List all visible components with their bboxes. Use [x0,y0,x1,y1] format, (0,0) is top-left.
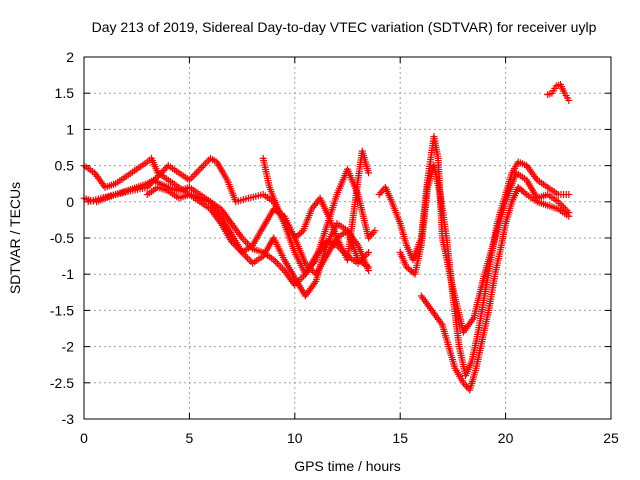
data-point [151,175,159,183]
data-point [298,228,306,236]
y-tick-label: -3 [62,411,75,427]
data-point [143,183,151,191]
data-point [565,191,573,199]
data-point [365,248,373,256]
data-point [242,238,250,246]
data-point [148,178,156,186]
data-point [275,261,283,269]
data-point [196,165,204,173]
data-point [365,169,373,177]
grid [84,57,611,419]
y-tick-label: -1.5 [50,302,74,318]
data-point [271,258,279,266]
y-tick-label: -2.5 [50,375,74,391]
data-point [145,182,153,190]
data-point [277,263,285,271]
series-track-f [375,133,573,336]
x-axis-label: GPS time / hours [294,458,401,474]
y-tick-label: 0.5 [55,158,75,174]
plot-frame [83,56,612,420]
series-track-i [544,81,573,104]
data-point [369,229,377,237]
data-points [80,81,573,394]
data-point [194,167,202,175]
data-point [565,96,573,104]
data-point [243,254,251,262]
data-point [243,239,251,247]
data-point [242,252,250,260]
y-tick-label: -1 [62,266,75,282]
data-point [187,174,195,182]
x-tick-label: 10 [287,430,303,446]
data-point [371,227,379,235]
data-point [158,168,166,176]
data-point [240,236,248,244]
y-tick-label: 1 [66,121,74,137]
x-tick-label: 25 [603,430,619,446]
x-tick-label: 0 [80,430,88,446]
data-point [199,162,207,170]
data-point [201,160,209,168]
data-point [191,171,199,179]
axis-ticks: 0 5 10 15 20 25 -3 -2.5 -2 -1.5 -1 -0.5 0 0.5 1 1.5 2 [50,49,619,446]
series-track-h [417,183,573,394]
y-tick-label: 2 [66,49,74,65]
data-point [375,191,383,199]
series-track-g [396,158,573,380]
data-point [377,189,385,197]
data-point [565,212,573,220]
data-point [273,259,281,267]
y-tick-label: 1.5 [55,85,75,101]
data-point [146,180,154,188]
series-track-c [84,154,379,278]
data-point [155,172,163,180]
data-point [192,169,200,177]
y-tick-label: -0.5 [50,230,74,246]
data-point [153,173,161,181]
y-tick-label: -2 [62,339,75,355]
x-tick-label: 20 [498,430,514,446]
series-track-b [80,154,373,300]
y-axis-label: SDTVAR / TECUs [7,182,23,294]
series-track-e [259,147,373,264]
y-tick-label: 0 [66,194,74,210]
data-point [521,189,529,197]
data-point [205,156,213,164]
chart-title: Day 213 of 2019, Sidereal Day-to-day VTE… [92,19,597,35]
data-point [556,200,564,208]
x-tick-label: 5 [186,430,194,446]
x-tick-label: 15 [392,430,408,446]
data-point [161,165,169,173]
data-point [560,203,568,211]
data-point [198,163,206,171]
data-point [156,170,164,178]
data-point [150,177,158,185]
data-point [159,167,167,175]
data-point [365,267,373,275]
